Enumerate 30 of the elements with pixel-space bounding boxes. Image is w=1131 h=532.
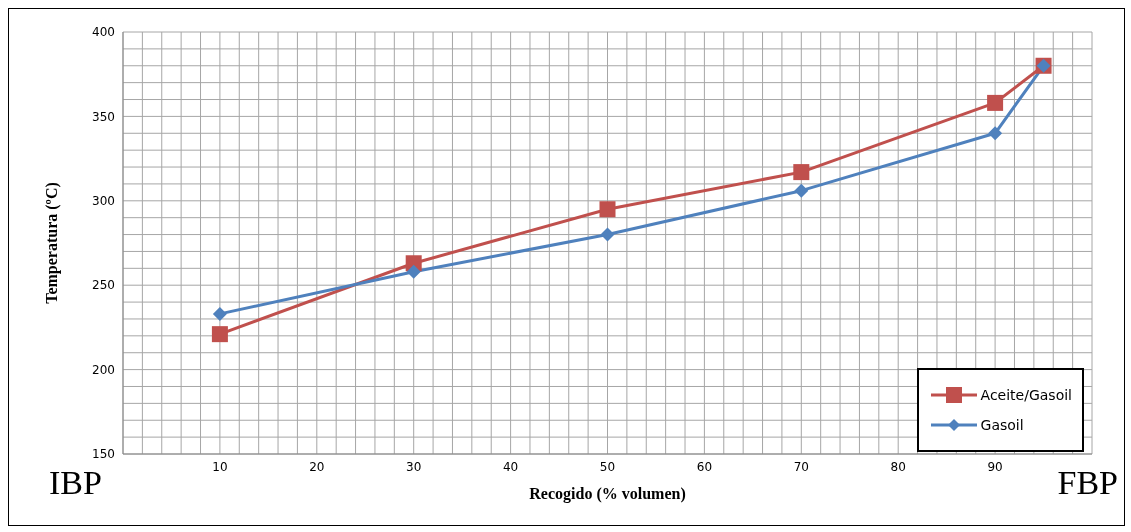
legend-label: Gasoil xyxy=(980,417,1024,433)
x-tick-label: 60 xyxy=(696,459,713,474)
x-tick-label: 40 xyxy=(502,459,519,474)
y-axis-title: Temperatura (ºC) xyxy=(42,182,61,304)
point xyxy=(794,183,809,198)
y-tick-label: 350 xyxy=(92,109,115,124)
y-tick-label: 150 xyxy=(92,447,115,462)
point xyxy=(211,326,228,343)
x-axis-title: Recogido (% volumen) xyxy=(529,485,686,503)
point xyxy=(793,164,810,181)
point xyxy=(600,227,615,242)
text: IBP xyxy=(49,464,102,502)
y-tick-label: 250 xyxy=(92,278,115,293)
point xyxy=(988,126,1003,141)
point xyxy=(406,264,421,279)
y-tick-label: 200 xyxy=(92,362,115,377)
x-tick-label: 50 xyxy=(599,459,616,474)
point xyxy=(599,201,616,218)
point xyxy=(987,94,1004,111)
y-tick-label: 300 xyxy=(92,194,115,209)
point xyxy=(212,306,227,321)
y-tick-label: 400 xyxy=(92,25,115,40)
x-tick-label: 70 xyxy=(793,459,809,474)
x-tick-label: 10 xyxy=(212,459,228,474)
x-tick-label: 90 xyxy=(987,459,1003,474)
text: FBP xyxy=(1057,464,1118,502)
x-tick-label: 30 xyxy=(406,459,422,474)
x-tick-label: 20 xyxy=(309,459,325,474)
legend-label: Aceite/Gasoil xyxy=(980,387,1072,403)
x-tick-label: 80 xyxy=(890,459,906,474)
